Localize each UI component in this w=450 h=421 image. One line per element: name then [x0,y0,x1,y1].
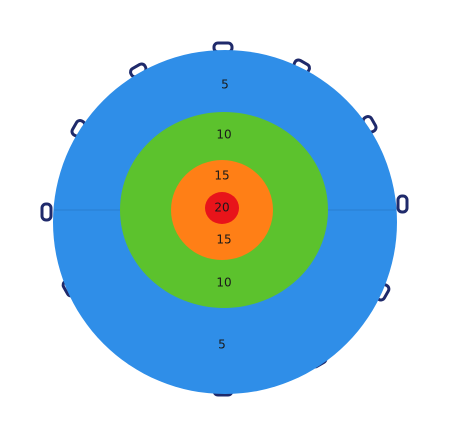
score-label: 5 [221,78,229,92]
score-label: 10 [216,276,231,290]
score-label: 20 [214,201,229,215]
score-label: 5 [218,338,226,352]
handle [40,202,53,222]
score-label: 10 [216,128,231,142]
handle [396,194,409,214]
bullseye [205,192,239,224]
score-label: 15 [214,169,229,183]
score-label: 15 [216,233,231,247]
